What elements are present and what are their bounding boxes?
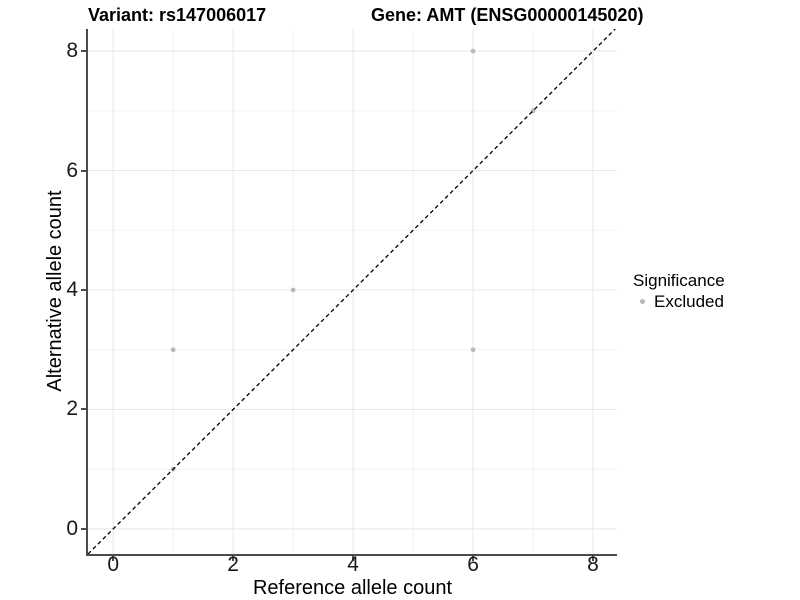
- x-tick-label: 4: [347, 553, 359, 576]
- y-tick: [81, 50, 86, 53]
- y-tick-label: 8: [66, 39, 78, 63]
- x-tick: [112, 556, 115, 561]
- plot-title-gene: Gene: AMT (ENSG00000145020): [371, 5, 644, 25]
- plot-canvas: [88, 29, 617, 554]
- x-tick: [232, 556, 235, 561]
- y-tick: [81, 169, 86, 172]
- diagonal-reference-line: [88, 29, 616, 554]
- x-tick-label: 2: [227, 553, 239, 576]
- x-tick: [592, 556, 594, 561]
- data-point: [470, 347, 476, 353]
- y-tick: [81, 289, 86, 291]
- legend-title: Significance: [633, 271, 725, 290]
- y-tick: [81, 408, 86, 411]
- x-tick: [472, 556, 475, 561]
- data-point: [290, 287, 296, 293]
- legend-item-label: Excluded: [654, 292, 724, 311]
- y-tick: [81, 527, 86, 530]
- y-tick-label: 6: [66, 158, 78, 182]
- plot-title-variant: Variant: rs147006017: [88, 5, 267, 25]
- legend-item-excluded: Excluded: [633, 293, 725, 310]
- data-point: [470, 48, 476, 54]
- x-tick: [352, 556, 355, 561]
- y-tick-label: 4: [66, 278, 78, 301]
- y-tick-label: 0: [66, 516, 78, 540]
- plot-panel: [86, 29, 617, 556]
- excluded-point-icon: [640, 299, 645, 304]
- x-axis-title: Reference allele count: [252, 577, 452, 599]
- x-tick-label: 8: [587, 553, 599, 576]
- data-point: [170, 347, 176, 353]
- y-tick-label: 2: [66, 397, 78, 421]
- x-tick-label: 6: [467, 553, 479, 576]
- x-tick-label: 0: [107, 553, 120, 576]
- legend: Significance Excluded: [633, 271, 725, 310]
